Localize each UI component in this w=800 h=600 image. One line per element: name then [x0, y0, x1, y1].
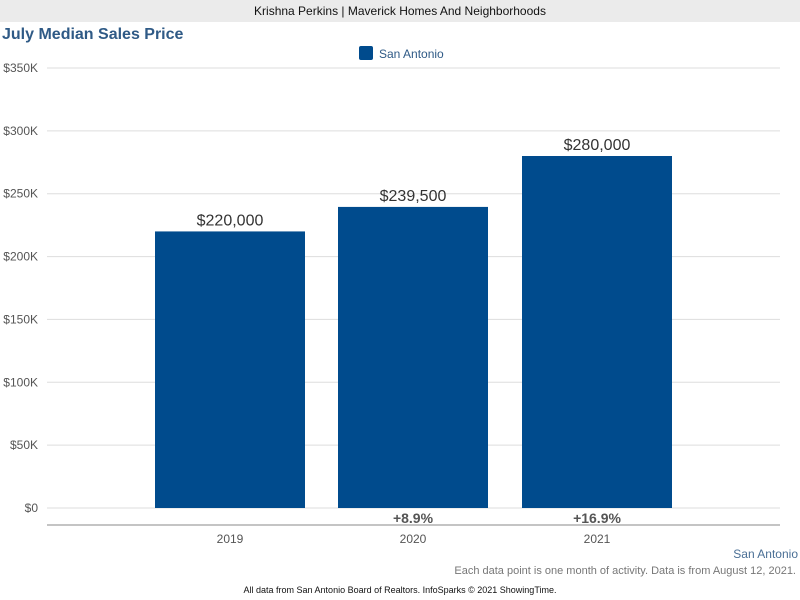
- bar-2020: [338, 206, 488, 508]
- data-label-2019: $220,000: [197, 212, 264, 229]
- change-label-2021: +16.9%: [573, 510, 621, 526]
- y-tick-label: $50K: [10, 438, 38, 452]
- data-label-2020: $239,500: [380, 188, 447, 205]
- y-tick-label: $100K: [3, 375, 38, 389]
- legend-label: San Antonio: [379, 47, 444, 61]
- x-tick-label: 2019: [217, 532, 244, 546]
- y-tick-label: $150K: [3, 312, 38, 326]
- y-tick-label: $350K: [3, 61, 38, 75]
- data-label-2021: $280,000: [564, 137, 631, 154]
- region-label[interactable]: San Antonio: [733, 547, 798, 561]
- data-note: Each data point is one month of activity…: [454, 565, 796, 577]
- change-label-2020: +8.9%: [393, 510, 434, 526]
- y-tick-label: $200K: [3, 250, 38, 264]
- x-tick-label: 2020: [400, 532, 427, 546]
- bar-chart: $0 $50K $100K $150K $200K $250K $300K $350K San …: [3, 46, 780, 546]
- data-source: All data from San Antonio Board of Realt…: [243, 585, 557, 595]
- chart-title: July Median Sales Price: [2, 26, 184, 43]
- y-tick-label: $0: [25, 501, 39, 515]
- x-tick-label: 2021: [584, 532, 611, 546]
- legend-swatch: [359, 46, 373, 60]
- y-tick-label: $300K: [3, 124, 38, 138]
- bar-2021: [522, 156, 672, 508]
- y-tick-label: $250K: [3, 187, 38, 201]
- bar-2019: [155, 231, 305, 508]
- agent-header: Krishna Perkins | Maverick Homes And Nei…: [0, 0, 800, 22]
